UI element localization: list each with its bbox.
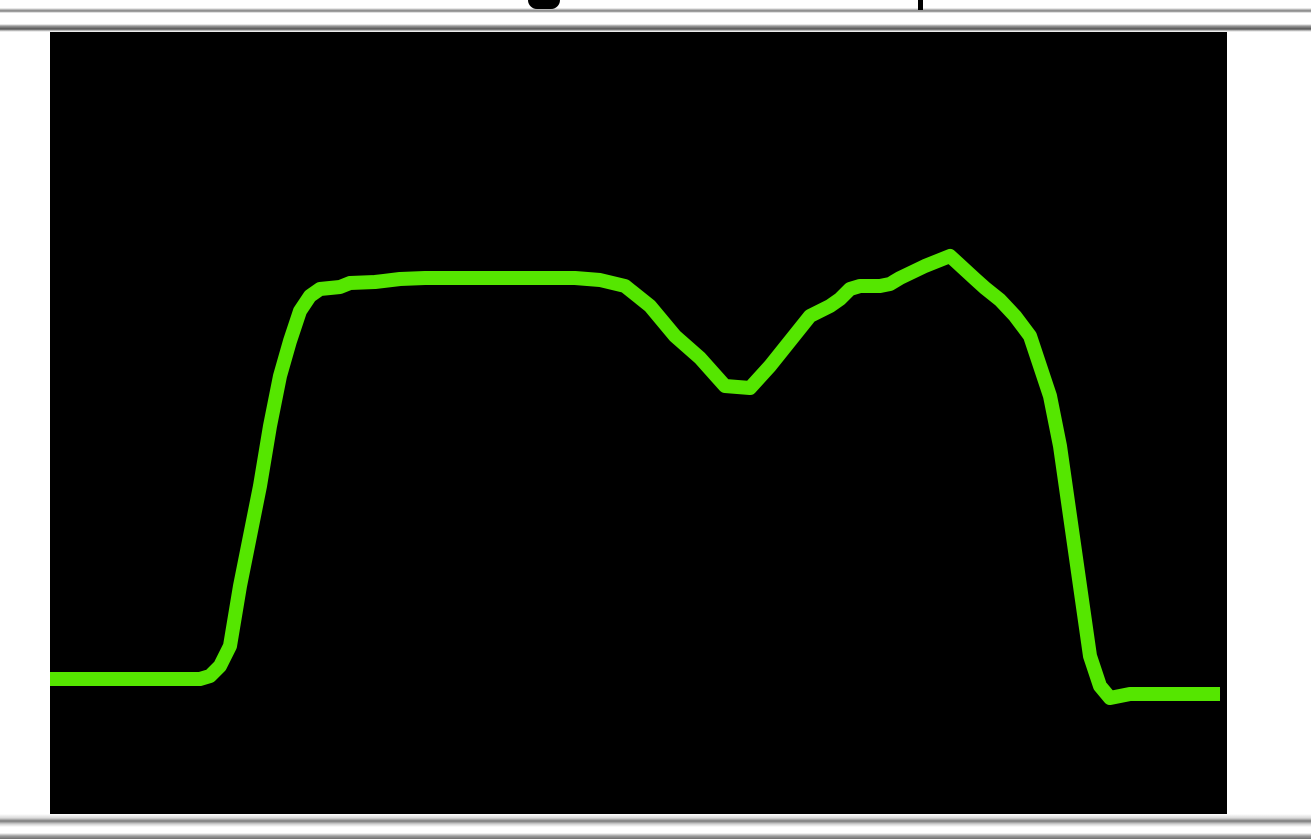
waveform-chart [50,32,1227,816]
plot-area [50,32,1227,816]
top-frame-rule [0,0,1311,32]
top-tick [918,0,923,10]
plot-background [50,32,1227,816]
top-marker [528,0,560,9]
bottom-frame-rule [0,814,1311,839]
